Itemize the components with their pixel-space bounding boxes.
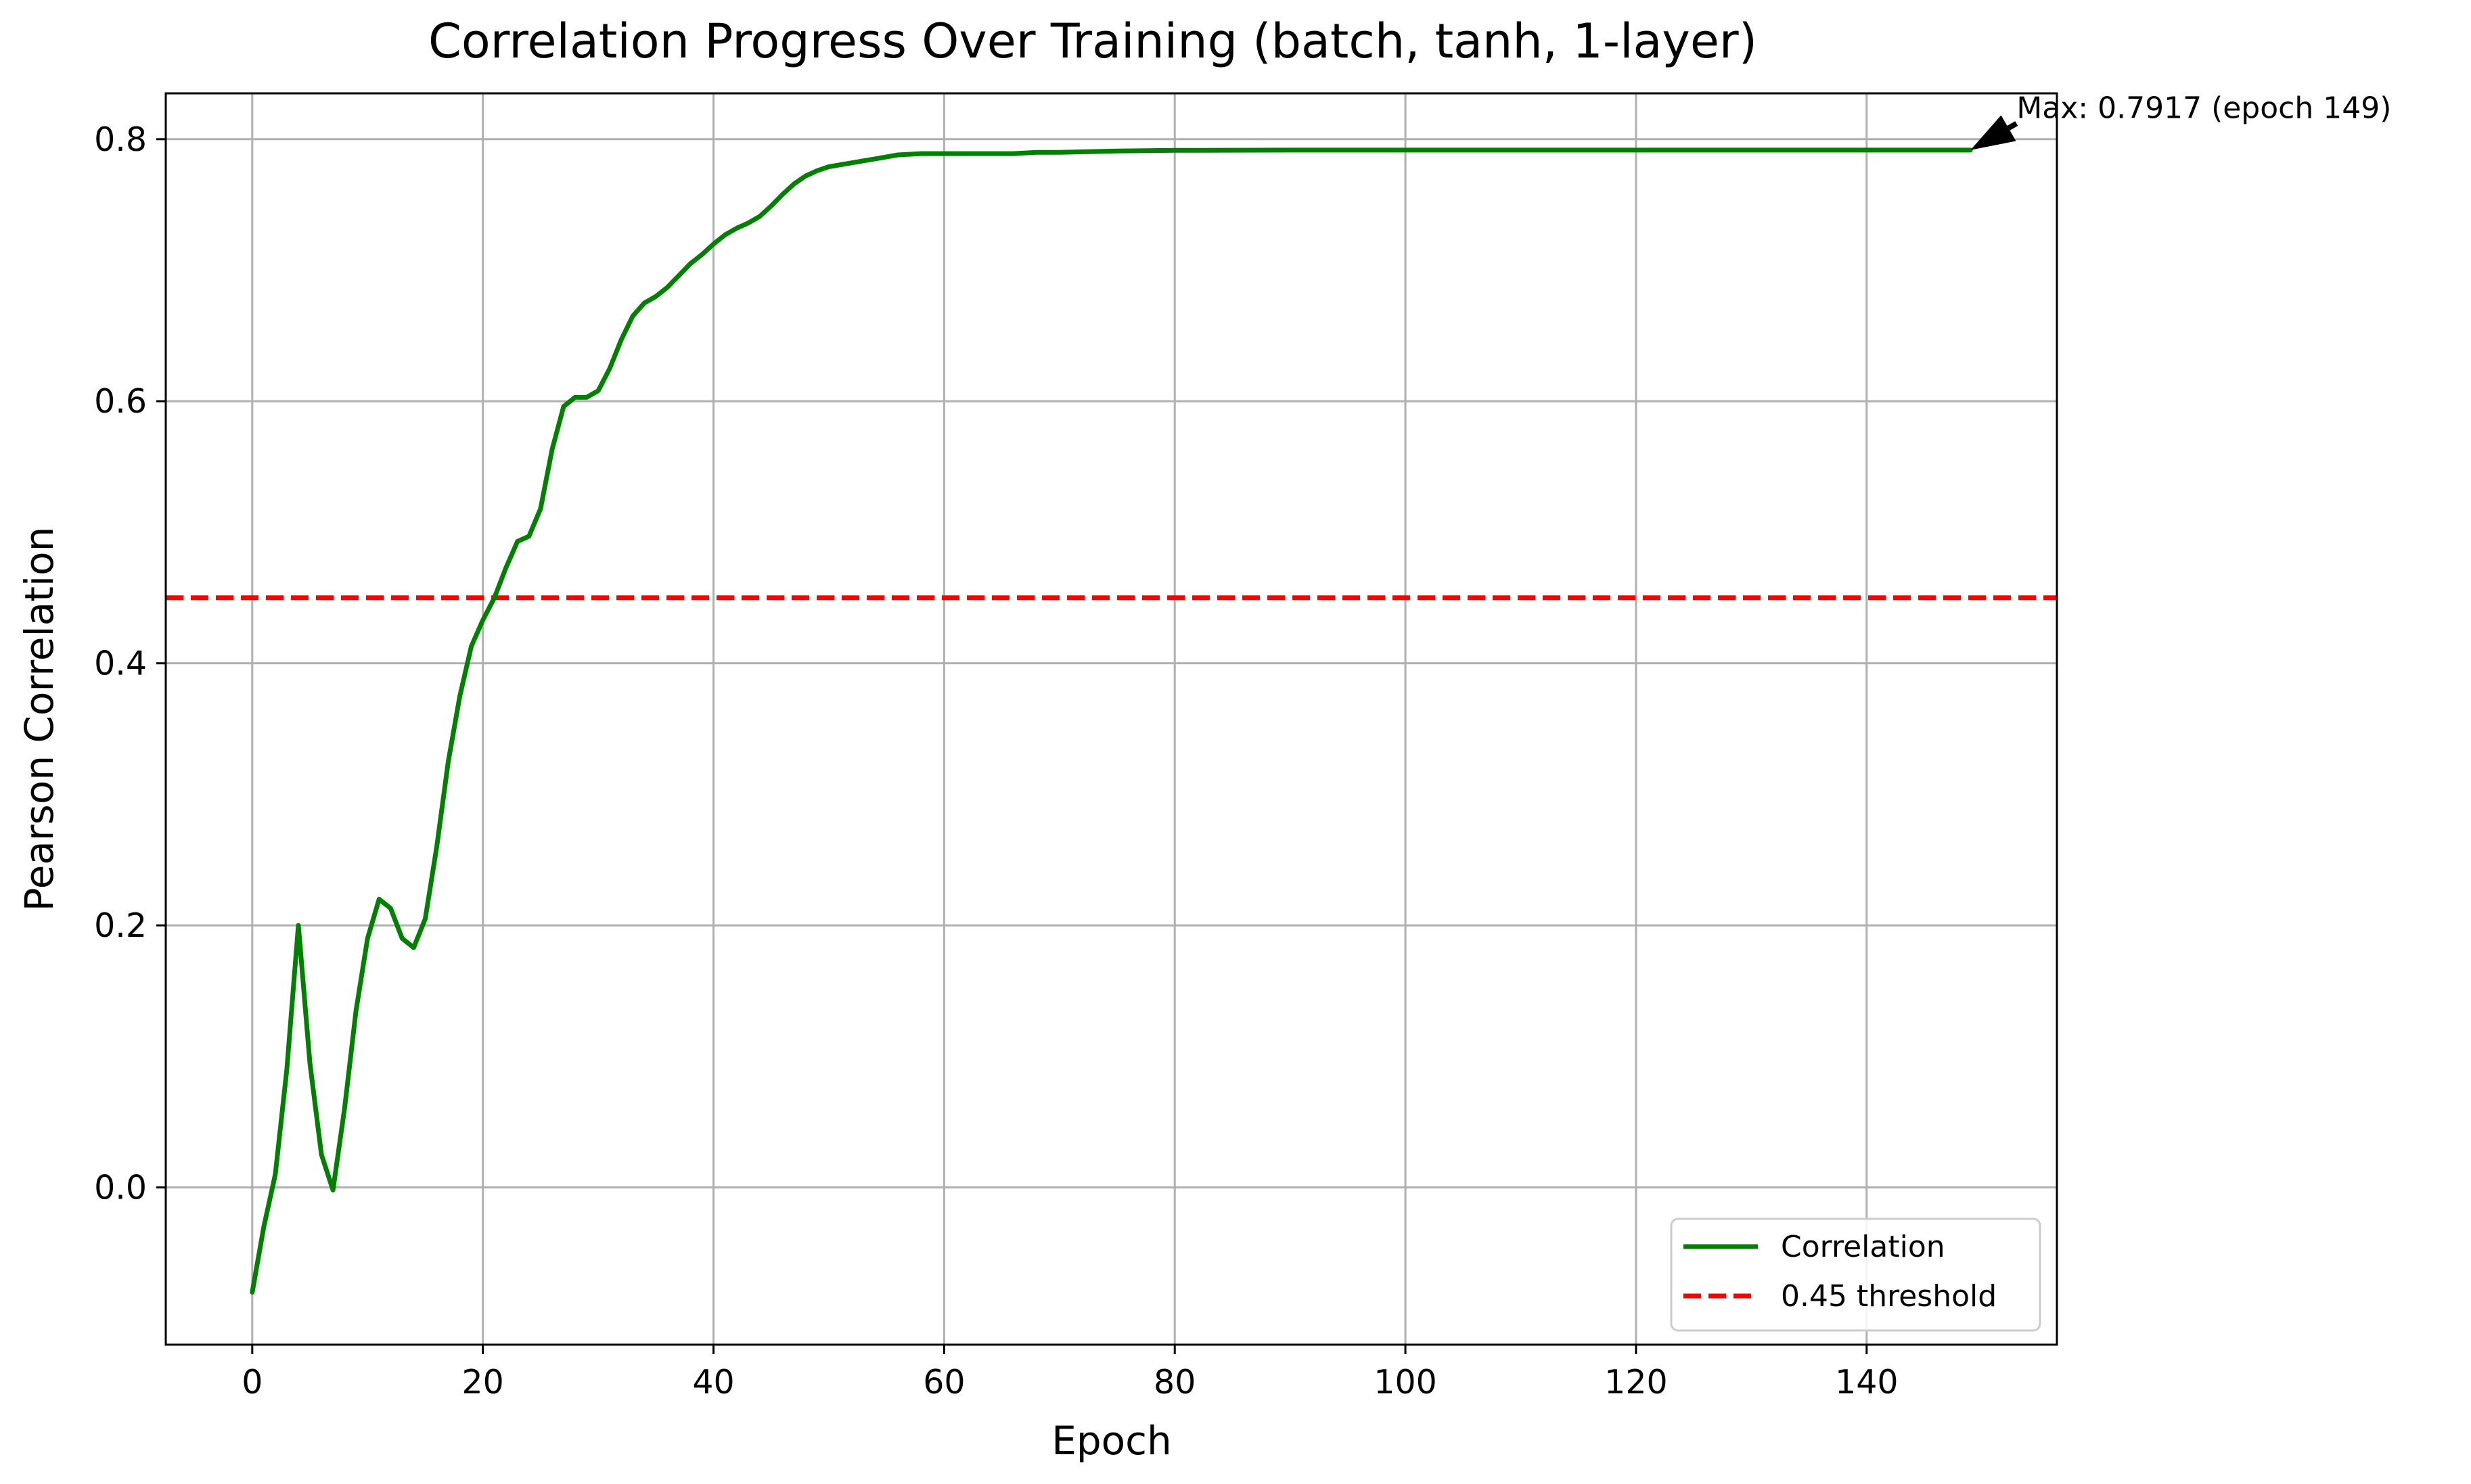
legend-label-threshold: 0.45 threshold (1781, 1279, 1997, 1314)
x-tick-label: 20 (461, 1363, 503, 1401)
grid-layer (166, 93, 2057, 1345)
series-layer (250, 147, 1973, 1295)
plot-frame (164, 92, 2058, 1346)
correlation-line (250, 147, 1973, 1295)
x-axis-label: Epoch (1051, 1418, 1172, 1464)
x-tick-label: 140 (1835, 1363, 1899, 1401)
y-tick-label: 0.2 (94, 906, 147, 945)
legend: Correlation 0.45 threshold (1670, 1218, 2041, 1332)
max-annotation: Max: 0.7917 (epoch 149) (2016, 91, 2391, 126)
y-tick-label: 0.8 (94, 120, 147, 159)
annotation-arrow-head (1970, 115, 2016, 150)
annotation-arrow-shaft (2007, 121, 2018, 131)
x-tick-label: 0 (242, 1363, 263, 1401)
tick-layer: 0 20 40 60 80 100 120 140 0.0 0.2 0.4 0.6 0.8 (94, 120, 1898, 1401)
annotation-layer: Max: 0.7917 (epoch 149) (1970, 91, 2391, 150)
y-tick-label: 0.0 (94, 1169, 147, 1207)
y-tick-label: 0.4 (94, 645, 147, 683)
x-tick-label: 60 (923, 1363, 965, 1401)
y-tick-label: 0.6 (94, 382, 147, 421)
chart-title: Correlation Progress Over Training (batc… (428, 14, 1757, 69)
x-tick-label: 100 (1374, 1363, 1437, 1401)
x-tick-label: 120 (1604, 1363, 1668, 1401)
y-axis-label: Pearson Correlation (16, 527, 62, 912)
legend-label-correlation: Correlation (1781, 1230, 1945, 1264)
legend-box (1670, 1218, 2041, 1332)
x-tick-label: 40 (692, 1363, 734, 1401)
x-tick-label: 80 (1154, 1363, 1196, 1401)
